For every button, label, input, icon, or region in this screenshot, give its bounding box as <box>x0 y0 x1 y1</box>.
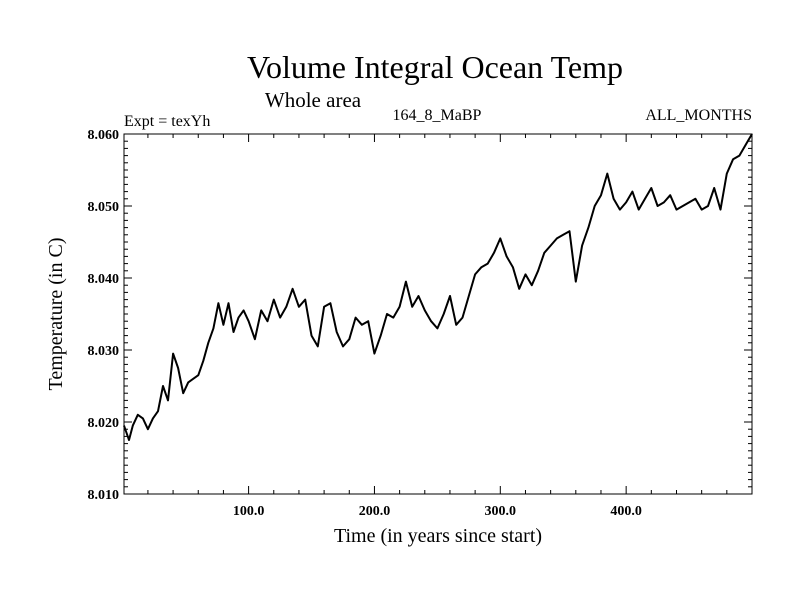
x-tick-label: 300.0 <box>485 504 517 519</box>
x-axis-label: Time (in years since start) <box>334 525 542 547</box>
x-tick-label: 100.0 <box>233 504 265 519</box>
run-label: 164_8_MaBP <box>393 107 482 124</box>
y-axis-label: Temperature (in C) <box>45 238 67 391</box>
y-tick-label: 8.020 <box>88 416 120 431</box>
x-axis-ticks: 100.0 200.0 300.0 400.0 <box>147 134 728 519</box>
y-axis-ticks: 8.010 8.020 8.030 8.040 8.050 8.060 <box>88 128 752 503</box>
y-tick-label: 8.050 <box>88 200 120 215</box>
y-tick-label: 8.060 <box>88 128 120 143</box>
x-tick-label: 200.0 <box>359 504 391 519</box>
x-tick-label: 400.0 <box>610 504 642 519</box>
series-group <box>123 133 753 441</box>
expt-label: Expt = texYh <box>124 113 210 130</box>
y-tick-label: 8.040 <box>88 272 120 287</box>
plot-area-frame <box>123 133 753 495</box>
y-tick-label: 8.010 <box>88 488 120 503</box>
y-tick-label: 8.030 <box>88 344 120 359</box>
series-line <box>123 133 753 441</box>
chart-subtitle: Whole area <box>265 88 362 112</box>
chart-title: Volume Integral Ocean Temp <box>247 49 623 85</box>
months-label: ALL_MONTHS <box>645 107 752 124</box>
